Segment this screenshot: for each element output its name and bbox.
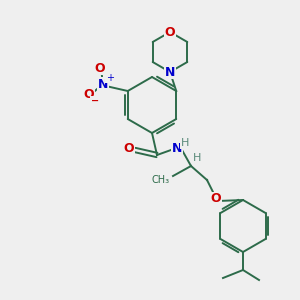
Text: N: N [172, 142, 182, 155]
Text: +: + [106, 73, 114, 83]
Text: H: H [181, 138, 189, 148]
Text: O: O [94, 61, 105, 74]
Text: −: − [91, 96, 99, 106]
Text: O: O [211, 193, 221, 206]
Text: CH₃: CH₃ [152, 175, 170, 185]
Text: H: H [193, 153, 201, 163]
Text: O: O [124, 142, 134, 155]
Text: N: N [98, 77, 108, 91]
Text: N: N [165, 65, 175, 79]
Text: O: O [165, 26, 175, 38]
Text: O: O [83, 88, 94, 101]
